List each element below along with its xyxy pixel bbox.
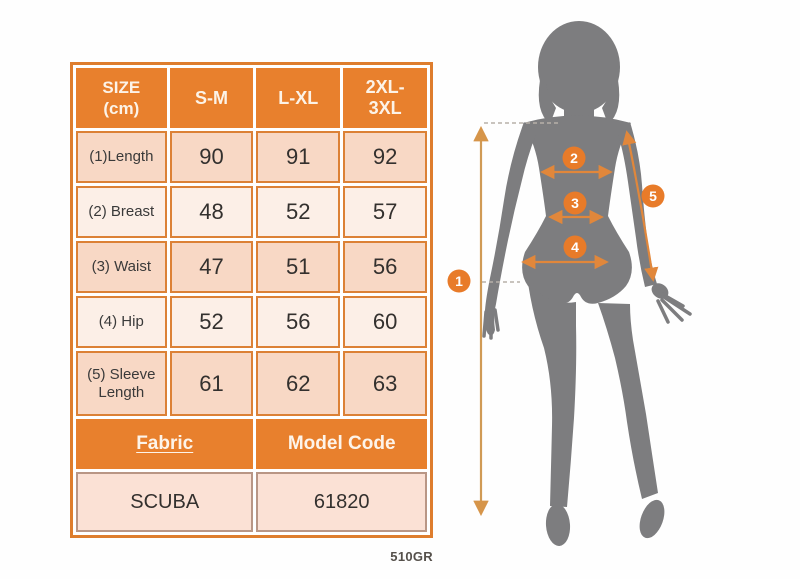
row-label-waist: (3) Waist [76,241,167,293]
column-header-2xl3xl: 2XL-3XL [343,68,427,128]
marker-number-1: 1 [455,273,463,289]
value-cell: 92 [343,131,427,183]
silhouette-right-foot [639,499,665,539]
value-cell: 52 [169,296,254,348]
fabric-value-cell: SCUBA [76,472,254,532]
model-code-header-cell: Model Code [256,419,427,469]
size-unit-header-cell: SIZE (cm) [76,68,167,128]
marker-circle-5 [641,184,665,208]
table-footer-header-row: Fabric Model Code [76,419,427,469]
column-header-lxl: L-XL [256,68,341,128]
silhouette-right-leg [598,303,658,499]
sleeve-measure-arrow [622,130,659,282]
marker-number-3: 3 [571,195,579,211]
product-code-note: 510GR [390,549,433,564]
silhouette-left-foot [545,504,571,546]
marker-number-4: 4 [571,239,579,255]
fabric-label: Fabric [136,433,194,454]
silhouette-left-leg [526,266,577,507]
row-label-sleeve-length: (5) Sleeve Length [76,351,167,416]
row-label-breast: (2) Breast [76,186,167,238]
column-header-sm: S-M [169,68,254,128]
table-row-waist: (3) Waist 47 51 56 [76,241,427,293]
value-cell: 52 [256,186,341,238]
marker-circle-2 [562,146,586,170]
row-label-length: (1)Length [76,131,167,183]
value-cell: 61 [169,351,254,416]
marker-circle-3 [563,191,587,215]
value-cell: 48 [169,186,254,238]
model-code-value-cell: 61820 [256,472,427,532]
table-header-row: SIZE (cm) S-M L-XL 2XL-3XL [76,68,427,128]
marker-number-2: 2 [570,150,578,166]
measurement-markers: 1 2 3 4 5 [447,146,665,293]
value-cell: 57 [343,186,427,238]
silhouette-hair-left [538,80,556,124]
silhouette-left-fingers [482,308,500,340]
value-cell: 90 [169,131,254,183]
value-cell: 56 [343,241,427,293]
silhouette-right-fingers [656,292,692,324]
silhouette-hair-right [602,80,620,124]
value-cell: 51 [256,241,341,293]
value-cell: 63 [343,351,427,416]
table-row-sleeve-length: (5) Sleeve Length 61 62 63 [76,351,427,416]
silhouette-head [538,21,620,113]
fabric-header-cell: Fabric [76,419,254,469]
value-cell: 62 [256,351,341,416]
row-label-hip: (4) Hip [76,296,167,348]
value-cell: 47 [169,241,254,293]
table-row-hip: (4) Hip 52 56 60 [76,296,427,348]
marker-number-5: 5 [649,188,657,204]
value-cell: 91 [256,131,341,183]
table-footer-value-row: SCUBA 61820 [76,472,427,532]
value-cell: 60 [343,296,427,348]
value-cell: 56 [256,296,341,348]
table-row-breast: (2) Breast 48 52 57 [76,186,427,238]
body-measurement-diagram: 1 2 3 4 5 [447,21,692,546]
size-unit-label: SIZE (cm) [102,77,141,118]
body-silhouette [482,21,692,546]
table-row-length: (1)Length 90 91 92 [76,131,427,183]
marker-circle-4 [563,235,587,259]
silhouette-left-arm [484,122,536,336]
size-chart-table: SIZE (cm) S-M L-XL 2XL-3XL (1)Length 90 … [70,62,433,538]
marker-circle-1 [447,269,471,293]
